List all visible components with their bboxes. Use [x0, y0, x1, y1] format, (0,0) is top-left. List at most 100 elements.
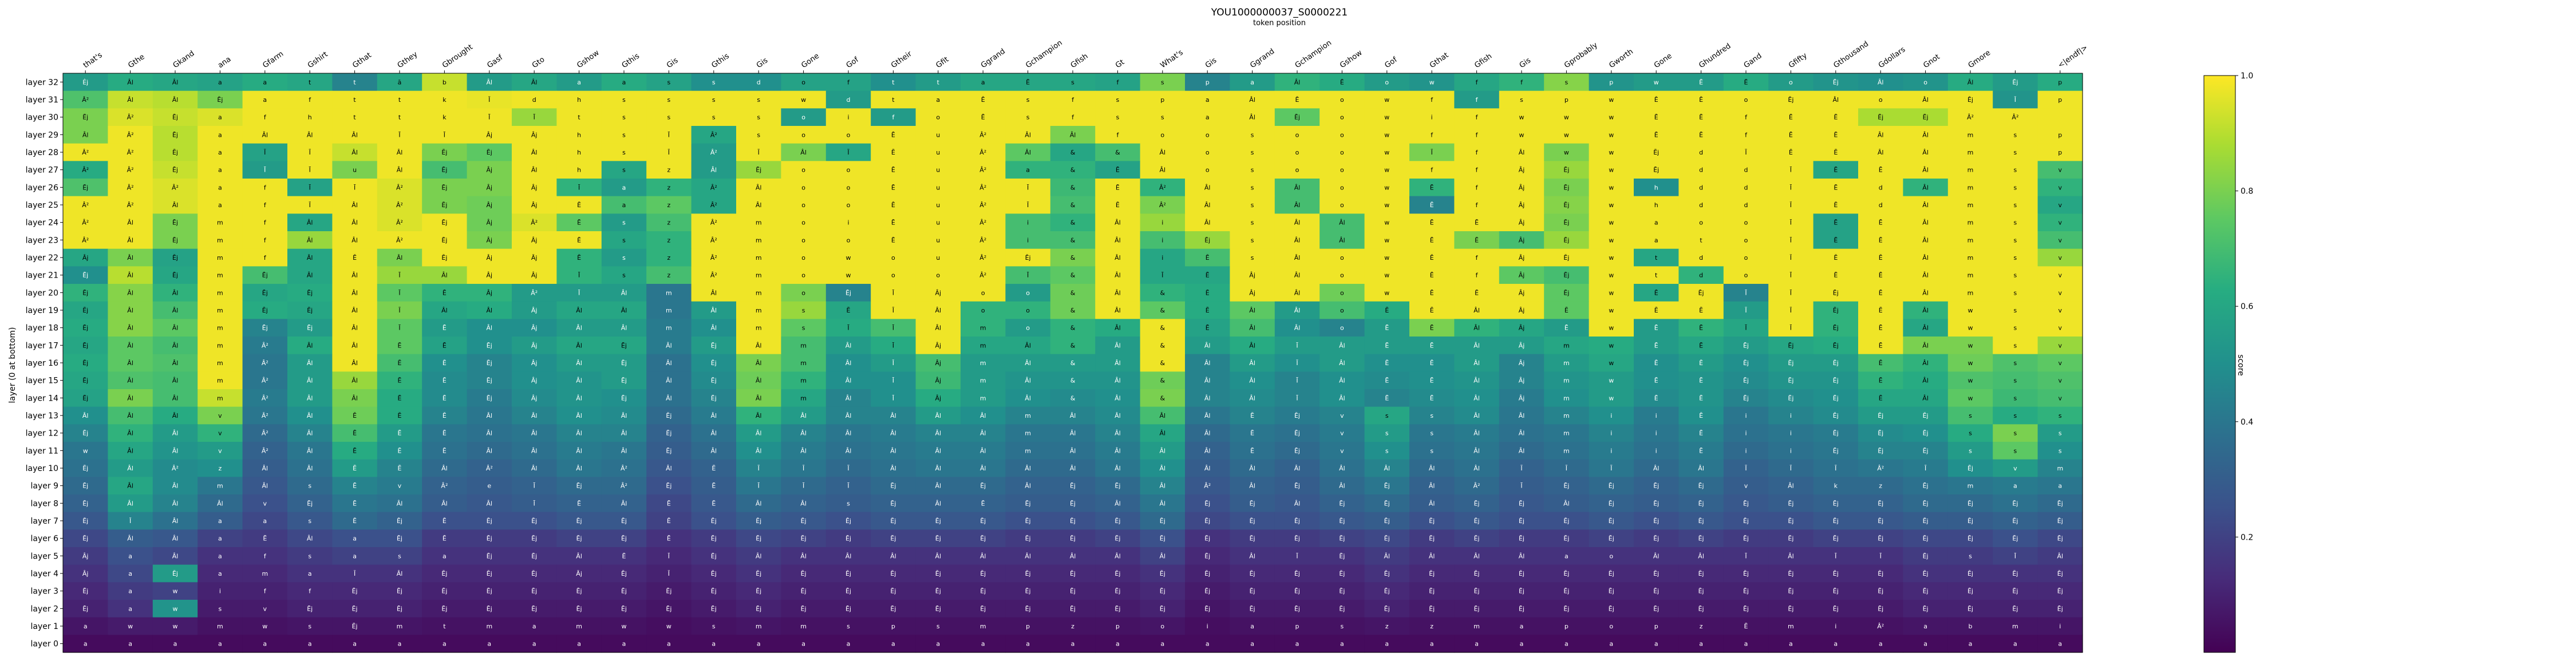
- cell-token-label: Ēj: [531, 588, 537, 595]
- cell-token-label: a: [218, 114, 222, 121]
- cell-token-label: a: [1026, 167, 1030, 174]
- heatmap-cell: [1947, 617, 1993, 635]
- heatmap-cell: [332, 389, 378, 407]
- heatmap-cell: [108, 547, 153, 565]
- cell-token-label: w: [1968, 394, 1973, 402]
- cell-token-label: Ē: [442, 517, 447, 525]
- heatmap-cell: [1947, 635, 1993, 653]
- heatmap-cell: [1499, 477, 1544, 495]
- heatmap-cell: [646, 529, 692, 548]
- heatmap-cell: [1140, 494, 1186, 513]
- heatmap-cell: [601, 126, 647, 144]
- cell-token-label: Ē: [891, 131, 895, 138]
- heatmap-cell: [1678, 459, 1724, 477]
- cell-token-label: Âl: [1878, 131, 1884, 138]
- heatmap-cell: [1185, 424, 1230, 442]
- cell-token-label: m: [217, 254, 223, 262]
- heatmap-cell: [1768, 564, 1814, 583]
- heatmap-cell: [646, 196, 692, 214]
- heatmap-cell: [601, 354, 647, 372]
- cell-token-label: m: [217, 342, 223, 349]
- heatmap-cell: [1140, 424, 1186, 442]
- cell-token-label: s: [1251, 167, 1254, 174]
- cell-token-label: Ēj: [1653, 570, 1659, 577]
- heatmap-cell: [646, 494, 692, 513]
- cell-token-label: Â²: [979, 167, 986, 174]
- heatmap-cell: [332, 179, 378, 197]
- heatmap-cell: [1813, 406, 1859, 425]
- heatmap-cell: [556, 196, 602, 214]
- cell-token-label: Ēj: [1429, 517, 1435, 525]
- heatmap-cell: [108, 161, 153, 179]
- heatmap-cell: [1274, 389, 1320, 407]
- heatmap-cell: [512, 477, 557, 495]
- heatmap-cell: [287, 459, 333, 477]
- cell-token-label: Â²: [1967, 114, 1974, 121]
- heatmap-cell: [1319, 389, 1365, 407]
- cell-token-label: w: [846, 272, 851, 279]
- heatmap-cell: [332, 371, 378, 390]
- cell-token-label: Âl: [441, 272, 448, 279]
- heatmap-cell: [108, 582, 153, 600]
- heatmap-cell: [1185, 319, 1230, 337]
- cell-token-label: Âl: [846, 394, 852, 402]
- heatmap-cell: [556, 90, 602, 109]
- heatmap-cell: [512, 90, 557, 109]
- cell-token-label: Âl: [1294, 201, 1301, 209]
- heatmap-cell: [736, 512, 781, 530]
- cell-token-label: Ē: [1879, 272, 1883, 279]
- cell-token-label: m: [666, 289, 672, 296]
- cell-token-label: Ēj: [1384, 535, 1390, 543]
- cell-token-label: Ē: [1834, 184, 1838, 191]
- heatmap-cell: [1409, 371, 1455, 390]
- heatmap-cell: [1813, 231, 1859, 250]
- heatmap-cell: [781, 371, 827, 390]
- cell-token-label: Âj: [487, 219, 493, 227]
- heatmap-cell: [287, 635, 333, 653]
- heatmap-cell: [242, 564, 288, 583]
- cell-token-label: Ē: [1834, 254, 1838, 262]
- cell-token-label: Ē: [577, 236, 581, 244]
- heatmap-cell: [1409, 459, 1455, 477]
- heatmap-cell: [1858, 301, 1903, 319]
- cell-token-label: o: [847, 167, 851, 174]
- cell-token-label: Âl: [1922, 342, 1929, 349]
- heatmap-cell: [871, 354, 916, 372]
- cell-token-label: m: [1025, 412, 1031, 419]
- cell-token-label: Â²: [979, 201, 986, 209]
- heatmap-cell: [63, 126, 108, 144]
- heatmap-cell: [1903, 406, 1949, 425]
- heatmap-cell: [691, 529, 737, 548]
- cell-token-label: w: [128, 623, 133, 630]
- cell-token-label: s: [667, 78, 671, 86]
- cell-token-label: Ēj: [2057, 517, 2063, 525]
- heatmap-cell: [915, 389, 961, 407]
- heatmap-cell: [556, 371, 602, 390]
- cell-token-label: Ēj: [1609, 482, 1614, 490]
- cell-token-label: Ē: [1654, 377, 1658, 385]
- heatmap-cell: [1454, 231, 1500, 250]
- heatmap-cell: [1274, 617, 1320, 635]
- cell-token-label: Âl: [1160, 149, 1166, 156]
- cell-token-label: Âl: [666, 342, 672, 349]
- cell-token-label: Âl: [1115, 377, 1121, 385]
- heatmap-cell: [1095, 477, 1141, 495]
- heatmap-cell: [108, 143, 153, 161]
- cell-token-label: Âl: [307, 342, 313, 349]
- cell-token-label: a: [1654, 219, 1658, 227]
- cell-token-label: Âl: [127, 447, 133, 454]
- cell-token-label: o: [1340, 254, 1344, 262]
- heatmap-cell: [781, 161, 827, 179]
- heatmap-cell: [1589, 196, 1634, 214]
- heatmap-cell: [556, 617, 602, 635]
- cell-token-label: Â²: [979, 219, 986, 227]
- heatmap-cell: [512, 389, 557, 407]
- heatmap-cell: [1634, 635, 1679, 653]
- heatmap-cell: [1678, 248, 1724, 267]
- heatmap-cell: [63, 73, 108, 92]
- cell-token-label: Âl: [666, 377, 672, 385]
- cell-token-label: Âl: [576, 377, 582, 385]
- heatmap-cell: [422, 477, 468, 495]
- cell-token-label: Â²: [486, 465, 493, 472]
- cell-token-label: i: [2059, 623, 2061, 630]
